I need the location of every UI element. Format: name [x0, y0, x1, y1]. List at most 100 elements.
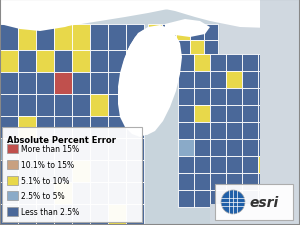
Bar: [258, 156, 274, 173]
Text: 5.1% to 10%: 5.1% to 10%: [21, 176, 69, 185]
Bar: [210, 89, 226, 106]
Bar: [242, 139, 258, 156]
Bar: [18, 160, 36, 182]
Text: More than 15%: More than 15%: [21, 144, 79, 153]
Bar: [194, 55, 210, 72]
Bar: [226, 190, 242, 207]
Bar: [204, 41, 218, 55]
Bar: [126, 94, 144, 117]
Bar: [242, 106, 258, 122]
Polygon shape: [276, 55, 300, 199]
Bar: [54, 25, 72, 51]
Bar: [72, 182, 90, 204]
Bar: [126, 182, 144, 204]
Bar: [178, 156, 194, 173]
Bar: [126, 160, 144, 182]
Bar: [126, 204, 144, 225]
Polygon shape: [0, 0, 300, 32]
Bar: [90, 94, 108, 117]
Bar: [36, 117, 54, 138]
Bar: [226, 89, 242, 106]
Bar: [90, 160, 108, 182]
Bar: [242, 173, 258, 190]
Bar: [108, 160, 126, 182]
Bar: [242, 89, 258, 106]
Bar: [194, 72, 210, 89]
Bar: [18, 51, 36, 73]
Bar: [72, 25, 90, 51]
Bar: [0, 182, 18, 204]
Bar: [190, 25, 204, 41]
Bar: [178, 139, 194, 156]
Bar: [54, 160, 72, 182]
Bar: [108, 73, 126, 94]
Bar: [242, 122, 258, 139]
Bar: [90, 117, 108, 138]
Bar: [54, 182, 72, 204]
Bar: [242, 156, 258, 173]
Bar: [18, 204, 36, 225]
Bar: [36, 73, 54, 94]
Bar: [126, 51, 144, 73]
Bar: [148, 25, 162, 41]
Bar: [72, 160, 90, 182]
Bar: [54, 94, 72, 117]
Bar: [226, 55, 242, 72]
Text: 10.1% to 15%: 10.1% to 15%: [21, 160, 74, 169]
Bar: [178, 106, 194, 122]
Bar: [18, 182, 36, 204]
Bar: [210, 106, 226, 122]
Bar: [108, 138, 126, 160]
Polygon shape: [118, 28, 178, 137]
Bar: [18, 25, 36, 51]
Polygon shape: [165, 20, 210, 38]
Bar: [226, 156, 242, 173]
Bar: [226, 106, 242, 122]
Polygon shape: [260, 0, 300, 225]
Polygon shape: [118, 26, 182, 135]
FancyBboxPatch shape: [2, 127, 142, 222]
Bar: [258, 173, 274, 190]
Bar: [108, 25, 126, 51]
Bar: [90, 138, 108, 160]
Bar: [226, 122, 242, 139]
Bar: [126, 138, 144, 160]
Bar: [178, 72, 194, 89]
Bar: [204, 25, 218, 41]
Bar: [194, 173, 210, 190]
Bar: [210, 72, 226, 89]
Bar: [176, 41, 190, 55]
Text: esri: esri: [249, 195, 278, 209]
Bar: [178, 190, 194, 207]
Bar: [178, 122, 194, 139]
Bar: [210, 173, 226, 190]
Bar: [194, 106, 210, 122]
Bar: [18, 117, 36, 138]
Circle shape: [221, 190, 245, 214]
Bar: [18, 94, 36, 117]
Bar: [242, 55, 258, 72]
Bar: [190, 41, 204, 55]
Bar: [258, 89, 274, 106]
Bar: [18, 138, 36, 160]
Bar: [176, 25, 190, 41]
Bar: [36, 160, 54, 182]
Text: 2.5% to 5%: 2.5% to 5%: [21, 191, 64, 200]
Bar: [0, 117, 18, 138]
Bar: [210, 122, 226, 139]
Bar: [210, 156, 226, 173]
Bar: [0, 51, 18, 73]
Bar: [258, 106, 274, 122]
Bar: [178, 173, 194, 190]
Bar: [242, 190, 258, 207]
Text: Less than 2.5%: Less than 2.5%: [21, 207, 79, 216]
Bar: [54, 73, 72, 94]
Bar: [108, 117, 126, 138]
Bar: [258, 190, 274, 207]
Bar: [126, 117, 144, 138]
Bar: [194, 190, 210, 207]
Bar: [194, 156, 210, 173]
Bar: [72, 94, 90, 117]
Bar: [90, 25, 108, 51]
Bar: [7, 191, 18, 200]
